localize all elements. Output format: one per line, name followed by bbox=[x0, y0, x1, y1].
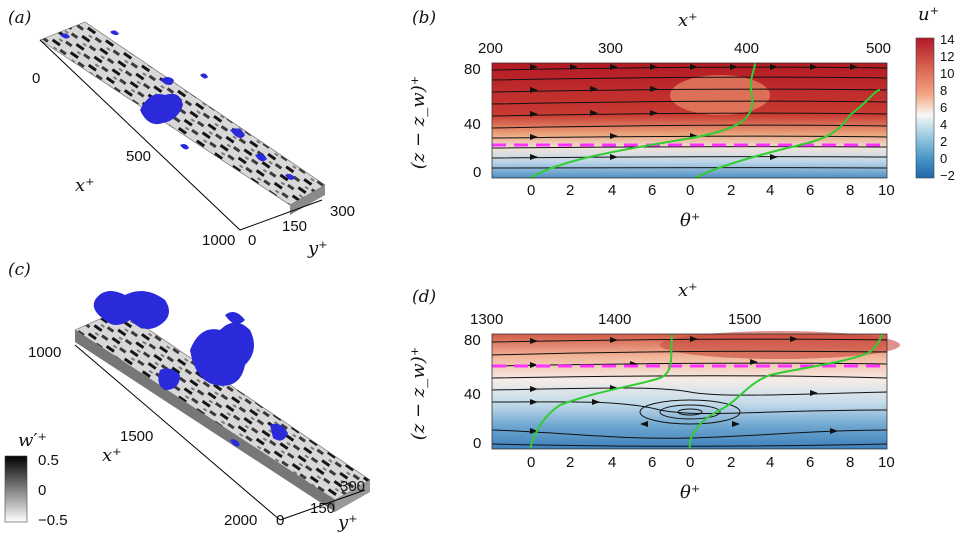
panel-c-label: (c) bbox=[8, 260, 31, 280]
u-colorbar-tick: 0 bbox=[940, 151, 948, 166]
panel-d-left-tick: 40 bbox=[464, 386, 481, 403]
panel-a-isosurfaces bbox=[60, 30, 295, 180]
panel-d-bottom-tick: 6 bbox=[806, 454, 815, 471]
panel-b-bottom-tick: 2 bbox=[566, 182, 575, 199]
panel-d-top-tick: 1500 bbox=[728, 311, 762, 328]
w-colorbar-title: w′⁺ bbox=[18, 430, 47, 451]
panel-d-left-tick: 80 bbox=[464, 332, 481, 349]
panel-b-top-label: x⁺ bbox=[678, 10, 698, 31]
panel-a-label: (a) bbox=[8, 8, 32, 28]
panel-a-slab bbox=[39, 21, 326, 231]
panel-b-top-tick: 300 bbox=[598, 40, 624, 57]
w-colorbar-tick: 0.5 bbox=[38, 452, 59, 469]
w-colorbar-tick: 0 bbox=[38, 482, 47, 499]
u-colorbar-tick: 6 bbox=[940, 100, 948, 115]
panel-c-xtick: 2000 bbox=[224, 512, 258, 529]
panel-d-bottom-tick: 4 bbox=[608, 454, 617, 471]
u-colorbar-title: u⁺ bbox=[918, 4, 940, 25]
panel-d-top-tick: 1600 bbox=[858, 311, 892, 328]
panel-b-left-tick: 0 bbox=[473, 164, 482, 181]
panel-c-xlabel: x⁺ bbox=[102, 445, 122, 466]
u-colorbar-tick: −2 bbox=[940, 168, 955, 183]
panel-b-left-tick: 80 bbox=[464, 61, 481, 78]
panel-b-bottom-tick: 6 bbox=[648, 182, 657, 199]
u-colorbar-tick: 12 bbox=[940, 49, 955, 64]
panel-d-top-tick: 1300 bbox=[470, 311, 504, 328]
panel-c-ytick: 300 bbox=[340, 478, 366, 495]
u-colorbar-tick: 14 bbox=[940, 32, 955, 47]
panel-b-bottom-tick: 2 bbox=[727, 182, 736, 199]
panel-d-bottom-label: θ⁺ bbox=[680, 482, 701, 503]
w-colorbar-tick: −0.5 bbox=[38, 512, 68, 529]
panel-a-ylabel: y⁺ bbox=[308, 238, 328, 259]
panel-b-top-tick: 400 bbox=[734, 40, 760, 57]
panel-b-top-tick: 500 bbox=[866, 40, 892, 57]
u-colorbar-tick: 2 bbox=[940, 134, 948, 149]
panel-b-bottom-tick: 0 bbox=[686, 182, 695, 199]
u-colorbar-tick: 8 bbox=[940, 83, 948, 98]
panel-d-bottom-tick: 8 bbox=[846, 454, 855, 471]
panel-a-ytick: 300 bbox=[330, 203, 356, 220]
panel-d-label: (d) bbox=[412, 287, 437, 307]
panel-c-xtick: 1000 bbox=[28, 344, 62, 361]
u-colorbar-tick: 10 bbox=[940, 66, 955, 81]
panel-b-label: (b) bbox=[412, 8, 437, 28]
panel-c-xtick: 1500 bbox=[120, 428, 154, 445]
u-colorbar bbox=[915, 37, 935, 179]
panel-d-bottom-tick: 0 bbox=[527, 454, 536, 471]
panel-b-bottom-tick: 0 bbox=[527, 182, 536, 199]
panel-b-left-tick: 40 bbox=[464, 116, 481, 133]
panel-d-field bbox=[491, 331, 900, 450]
panel-a-xtick: 0 bbox=[32, 70, 41, 87]
panel-b-bottom-tick: 8 bbox=[846, 182, 855, 199]
panel-b-bottom-tick: 10 bbox=[878, 182, 895, 199]
panel-d-bottom-tick: 2 bbox=[727, 454, 736, 471]
panel-b-bottom-tick: 4 bbox=[766, 182, 775, 199]
panel-a-xtick: 500 bbox=[126, 148, 152, 165]
panel-a-xtick: 1000 bbox=[202, 232, 236, 249]
panel-b-top-tick: 200 bbox=[478, 40, 504, 57]
panel-a-xlabel: x⁺ bbox=[75, 175, 95, 196]
panel-d-left-label: (z − z_w)⁺ bbox=[408, 346, 430, 441]
panel-b-field bbox=[491, 62, 888, 179]
panel-c-ytick: 150 bbox=[310, 500, 336, 517]
panel-a-ytick: 0 bbox=[248, 232, 257, 249]
panel-d-bottom-tick: 10 bbox=[878, 454, 895, 471]
panel-d-bottom-tick: 2 bbox=[566, 454, 575, 471]
panel-d-bottom-tick: 4 bbox=[766, 454, 775, 471]
u-colorbar-tick: 4 bbox=[940, 117, 948, 132]
panel-d-bottom-tick: 0 bbox=[686, 454, 695, 471]
panel-d-top-tick: 1400 bbox=[598, 311, 632, 328]
panel-b-left-label: (z − z_w)⁺ bbox=[408, 75, 430, 170]
panel-c-ytick: 0 bbox=[276, 512, 285, 529]
panel-b-bottom-label: θ⁺ bbox=[680, 210, 701, 231]
panel-b-bottom-tick: 6 bbox=[806, 182, 815, 199]
panel-d-left-tick: 0 bbox=[473, 435, 482, 452]
w-colorbar bbox=[4, 455, 28, 523]
panel-b-bottom-tick: 4 bbox=[608, 182, 617, 199]
panel-c-ylabel: y⁺ bbox=[338, 512, 358, 533]
panel-d-top-label: x⁺ bbox=[678, 280, 698, 301]
panel-d-bottom-tick: 6 bbox=[648, 454, 657, 471]
panel-a-ytick: 150 bbox=[282, 218, 308, 235]
panel-c-isosurfaces bbox=[93, 291, 288, 447]
